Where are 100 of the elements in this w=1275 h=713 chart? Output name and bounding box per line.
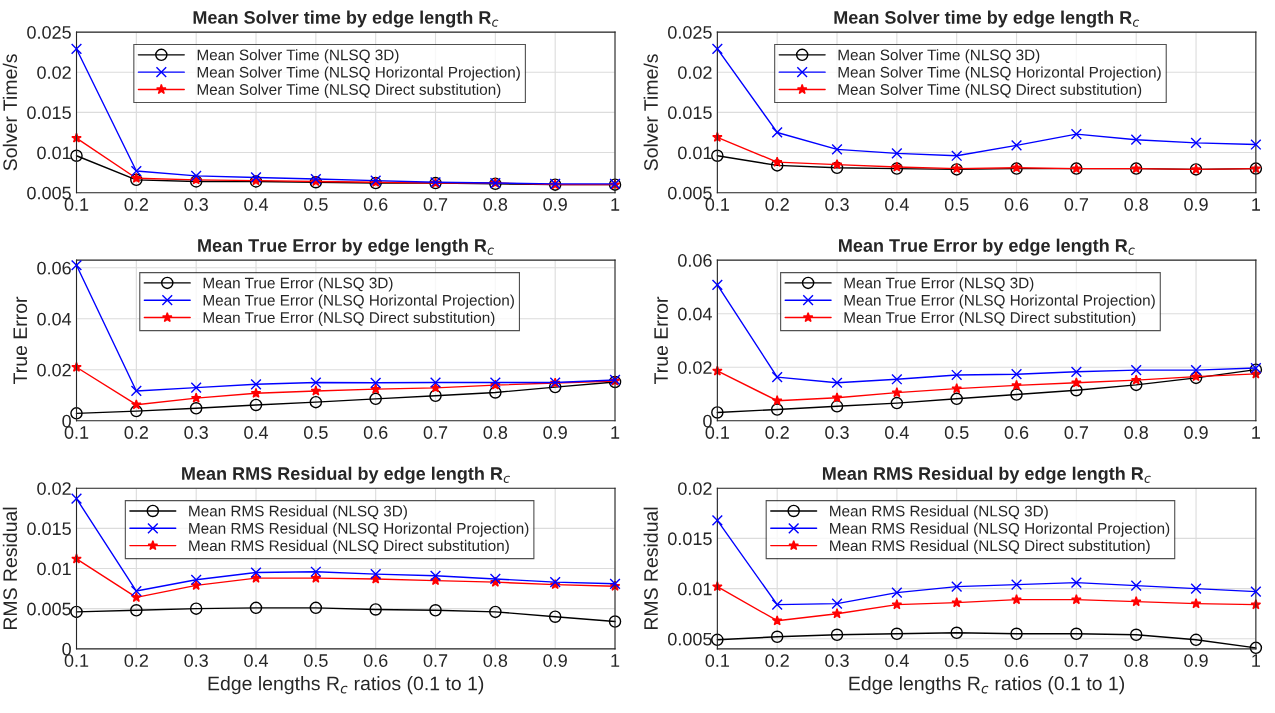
- x-tick-label: 0.8: [483, 426, 508, 439]
- legend-label: Mean Solver Time (NLSQ 3D): [838, 49, 1040, 64]
- y-tick-label: 0.02: [678, 66, 712, 79]
- x-tick-label: 0.8: [483, 654, 508, 667]
- legend-label: Mean Solver Time (NLSQ 3D): [197, 49, 399, 64]
- y-axis-title: RMS Residual: [643, 507, 658, 630]
- y-tick-label: 0.015: [27, 522, 71, 536]
- legend-label: Mean RMS Residual (NLSQ 3D): [189, 505, 407, 520]
- x-tick-label: 0.1: [705, 654, 730, 667]
- y-tick-label: 0.005: [27, 186, 71, 200]
- x-tick-label: 0.6: [363, 654, 388, 667]
- y-tick-label: 0.01: [37, 146, 71, 160]
- chart-title: Mean Solver time by edge length R$_{c}$: [193, 10, 499, 28]
- x-tick-label: 0.4: [244, 198, 269, 211]
- y-tick-label: 0.005: [668, 186, 712, 200]
- y-axis-title: True Error: [654, 296, 668, 384]
- legend-label: Mean RMS Residual (NLSQ Direct substitution): [189, 539, 509, 555]
- y-tick-label: 0.02: [37, 66, 71, 79]
- x-tick-label: 0.2: [765, 198, 789, 211]
- y-axis-title: Solver Time/s: [643, 54, 658, 171]
- x-tick-label: 0.2: [124, 654, 148, 667]
- y-tick-label: 0.01: [678, 582, 712, 596]
- legend-label: Mean RMS Residual (NLSQ Horizontal Projection): [830, 522, 1170, 537]
- y-tick-label: 0.025: [27, 26, 71, 39]
- x-axis-title: Edge lengths R$_{c}$ ratios (0.1 to 1): [849, 676, 1124, 695]
- y-tick-label: 0.015: [668, 106, 712, 120]
- x-tick-label: 0.6: [363, 198, 388, 211]
- x-tick-label: 0.5: [304, 654, 328, 667]
- y-tick-label: 0: [62, 414, 71, 428]
- y-tick-label: 0.005: [27, 602, 71, 616]
- y-tick-label: 0.02: [678, 482, 712, 495]
- legend-label: Mean Solver Time (NLSQ Horizontal Projection): [197, 66, 520, 81]
- y-tick-label: 0.06: [37, 261, 71, 275]
- x-tick-label: 0.5: [304, 198, 328, 211]
- y-tick-label: 0.02: [678, 361, 712, 374]
- x-tick-label: 0.3: [825, 426, 849, 439]
- x-tick-label: 0.1: [64, 198, 89, 211]
- x-tick-label: 0.3: [184, 654, 208, 667]
- chart-title: Mean True Error by edge length R$_{c}$: [839, 238, 1135, 256]
- y-tick-label: 0.04: [37, 312, 72, 326]
- x-tick-label: 0.2: [124, 198, 148, 211]
- y-tick-label: 0.01: [678, 146, 712, 160]
- x-tick-label: 0.3: [184, 426, 208, 439]
- x-tick-label: 0.7: [423, 654, 448, 667]
- legend-label: Mean RMS Residual (NLSQ 3D): [830, 505, 1048, 520]
- x-tick-label: 0.1: [64, 426, 89, 439]
- x-tick-label: 0.8: [1124, 654, 1148, 667]
- y-tick-label: 0.015: [668, 532, 712, 546]
- x-tick-label: 0.4: [885, 654, 909, 667]
- x-tick-label: 0.2: [765, 654, 789, 667]
- y-tick-label: 0: [703, 414, 712, 428]
- x-tick-label: 0.7: [423, 426, 448, 439]
- x-tick-label: 1: [611, 426, 620, 439]
- x-tick-label: 0.2: [765, 426, 789, 439]
- legend-label: Mean True Error (NLSQ Direct substitution): [203, 311, 495, 327]
- legend-label: Mean True Error (NLSQ 3D): [203, 277, 393, 292]
- x-tick-label: 0.3: [825, 654, 849, 667]
- x-tick-label: 0.6: [363, 426, 388, 439]
- x-tick-label: 0.8: [1124, 198, 1148, 211]
- x-tick-label: 0.9: [1184, 198, 1208, 211]
- y-tick-label: 0.06: [678, 254, 712, 267]
- y-axis-title: RMS Residual: [2, 507, 18, 630]
- x-tick-label: 0.4: [244, 654, 269, 667]
- y-tick-label: 0.015: [27, 106, 71, 120]
- y-tick-label: 0.02: [37, 482, 71, 495]
- legend-label: Mean True Error (NLSQ Direct substitution): [844, 311, 1136, 327]
- x-tick-label: 0.7: [1064, 426, 1089, 439]
- x-tick-label: 0.5: [944, 654, 969, 667]
- x-tick-label: 1: [611, 198, 620, 211]
- x-tick-label: 0.7: [1064, 198, 1089, 211]
- x-tick-label: 0.9: [543, 654, 567, 667]
- y-tick-label: 0.025: [668, 26, 712, 39]
- x-tick-label: 0.8: [1124, 426, 1148, 439]
- x-tick-label: 0.4: [244, 426, 269, 439]
- legend-label: Mean Solver Time (NLSQ Horizontal Projection): [838, 66, 1161, 81]
- legend-label: Mean Solver Time (NLSQ Direct substitution): [838, 83, 1142, 98]
- chart-title: Mean RMS Residual by edge length R$_{c}$: [182, 466, 510, 484]
- x-tick-label: 0.7: [423, 198, 448, 211]
- x-tick-label: 0.4: [885, 426, 909, 439]
- x-tick-label: 0.9: [1184, 426, 1208, 439]
- x-tick-label: 0.4: [885, 198, 909, 211]
- x-tick-label: 0.6: [1004, 654, 1029, 667]
- x-tick-label: 0.8: [483, 198, 508, 211]
- y-tick-label: 0.02: [37, 363, 71, 377]
- x-tick-label: 0.2: [124, 426, 148, 439]
- chart-title: Mean Solver time by edge length R$_{c}$: [834, 10, 1140, 28]
- legend-label: Mean Solver Time (NLSQ Direct substitution): [197, 83, 501, 98]
- x-tick-label: 0.6: [1004, 426, 1029, 439]
- x-tick-label: 0.9: [543, 198, 567, 211]
- x-tick-label: 0.5: [944, 426, 969, 439]
- x-tick-label: 0.1: [64, 654, 89, 667]
- x-tick-label: 0.6: [1004, 198, 1029, 211]
- x-axis-title: Edge lengths R$_{c}$ ratios (0.1 to 1): [208, 676, 484, 695]
- y-tick-label: 0.01: [37, 562, 71, 576]
- x-tick-label: 1: [1252, 654, 1261, 667]
- legend-label: Mean True Error (NLSQ 3D): [844, 277, 1034, 292]
- x-tick-label: 1: [611, 654, 620, 667]
- chart-title: Mean RMS Residual by edge length R$_{c}$: [822, 466, 1151, 484]
- x-tick-label: 0.3: [825, 198, 849, 211]
- x-tick-label: 1: [1252, 198, 1261, 211]
